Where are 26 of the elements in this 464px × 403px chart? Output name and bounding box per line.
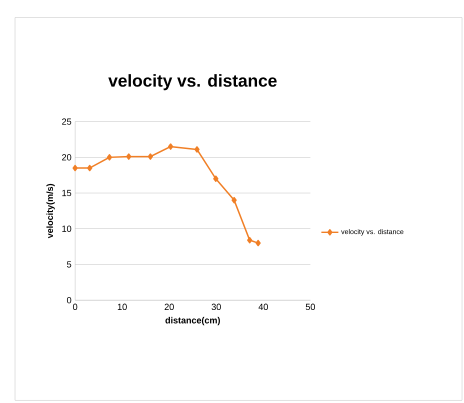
y-tick-label: 25 <box>62 118 72 125</box>
x-tick-label: 50 <box>306 304 316 310</box>
x-axis-title: distance(cm) <box>165 316 220 326</box>
point <box>72 164 78 172</box>
chart-title: velocity vs. distance <box>108 74 277 90</box>
y-tick-label: 5 <box>66 261 72 268</box>
y-tick-label: 20 <box>62 154 72 160</box>
point <box>232 196 237 204</box>
point <box>168 143 174 150</box>
point <box>256 240 261 246</box>
y-tick-label: 10 <box>62 226 72 232</box>
x-tick-label: 10 <box>118 304 127 310</box>
y-tick-label: 0 <box>66 296 72 304</box>
y-tick-label: 15 <box>62 190 72 196</box>
x-tick-label: 40 <box>258 304 268 310</box>
x-tick-label: 30 <box>212 304 221 310</box>
point <box>106 154 112 161</box>
point <box>148 153 154 160</box>
x-tick-label: 0 <box>72 304 78 310</box>
point <box>87 164 92 172</box>
x-tick-label: 20 <box>164 304 174 310</box>
y-axis-title: velocity(m/s) <box>46 184 55 238</box>
point <box>247 236 252 244</box>
point <box>213 175 218 182</box>
point <box>126 153 132 160</box>
point <box>194 146 200 153</box>
